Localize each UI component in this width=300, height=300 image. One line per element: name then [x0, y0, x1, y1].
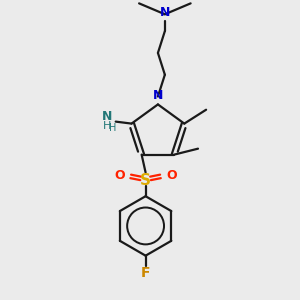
Text: F: F [141, 266, 150, 280]
Text: N: N [153, 89, 163, 102]
Text: N: N [160, 6, 170, 19]
Text: O: O [166, 169, 177, 182]
Text: N: N [102, 110, 112, 123]
Text: H: H [109, 123, 116, 133]
Text: O: O [115, 169, 125, 182]
Text: S: S [140, 173, 151, 188]
Text: H: H [103, 121, 111, 130]
